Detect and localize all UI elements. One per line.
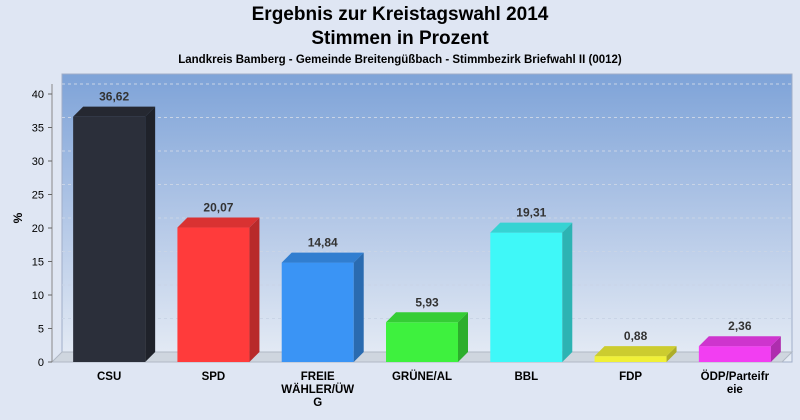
chart-caption: Landkreis Bamberg - Gemeinde Breitengüßb… bbox=[178, 54, 622, 66]
bar-side bbox=[249, 217, 260, 362]
y-tick-label: 15 bbox=[32, 257, 44, 269]
x-tick-label-line: FDP bbox=[619, 371, 642, 383]
bar-top bbox=[73, 106, 156, 117]
bar-top bbox=[281, 252, 364, 263]
y-tick-label: 5 bbox=[38, 324, 44, 336]
bar-front bbox=[281, 262, 354, 362]
bar-5 bbox=[594, 346, 677, 362]
x-tick-label: SPD bbox=[202, 371, 226, 383]
bar-side bbox=[562, 222, 573, 362]
x-tick-label: FDP bbox=[619, 371, 642, 383]
bar-top bbox=[594, 346, 677, 357]
x-tick-label-line: ÖDP/Parteifr bbox=[701, 370, 770, 383]
bar-side bbox=[666, 346, 677, 362]
x-tick-label: FREIE WÄHLER/ÜW G bbox=[281, 371, 354, 409]
bar-0 bbox=[73, 106, 156, 363]
y-tick-label: 40 bbox=[32, 89, 44, 101]
bar-top bbox=[177, 217, 260, 228]
x-tick-label-line: FREIE bbox=[301, 371, 335, 383]
bar-value-label: 5,93 bbox=[415, 295, 439, 309]
bar-side bbox=[353, 252, 364, 362]
x-tick-label-line: BBL bbox=[514, 371, 538, 383]
bar-side bbox=[770, 336, 781, 362]
bar-value-label: 2,36 bbox=[728, 319, 752, 333]
bar-top bbox=[386, 312, 468, 323]
x-tick-label-line: G bbox=[313, 397, 322, 409]
y-tick-label: 20 bbox=[32, 223, 44, 235]
x-tick-label-line: eie bbox=[727, 384, 743, 396]
x-tick-label-line: WÄHLER/ÜW bbox=[281, 383, 354, 396]
x-tick-label: CSU bbox=[97, 371, 121, 383]
bar-value-label: 14,84 bbox=[308, 236, 338, 250]
bar-value-label: 20,07 bbox=[203, 201, 233, 215]
bar-3 bbox=[386, 312, 468, 362]
x-tick-label: GRÜNE/AL bbox=[392, 370, 452, 383]
bar-front bbox=[490, 232, 563, 362]
bar-front bbox=[73, 116, 146, 363]
bar-front bbox=[594, 356, 667, 362]
bar-front bbox=[698, 346, 771, 362]
bar-value-label: 36,62 bbox=[99, 90, 129, 104]
y-tick-label: 10 bbox=[32, 290, 44, 302]
x-tick-label-line: GRÜNE/AL bbox=[392, 370, 452, 383]
bar-top bbox=[490, 222, 573, 233]
x-tick-label: BBL bbox=[514, 371, 538, 383]
bar-4 bbox=[490, 222, 573, 362]
y-tick-label: 0 bbox=[38, 357, 44, 369]
y-tick-label: 30 bbox=[32, 156, 44, 168]
bar-1 bbox=[177, 217, 260, 362]
x-tick-label: ÖDP/Parteifr eie bbox=[701, 370, 770, 396]
y-tick-label: 25 bbox=[32, 190, 44, 202]
bar-2 bbox=[281, 252, 364, 362]
bar-front bbox=[177, 227, 250, 362]
chart-title: Ergebnis zur Kreistagswahl 2014 bbox=[251, 4, 549, 25]
x-tick-label-line: CSU bbox=[97, 371, 121, 383]
y-axis-label: % bbox=[11, 212, 25, 223]
y-tick-label: 35 bbox=[32, 123, 44, 135]
bar-side bbox=[458, 312, 468, 362]
bar-6 bbox=[698, 336, 781, 362]
chart-subtitle: Stimmen in Prozent bbox=[311, 28, 489, 49]
bar-value-label: 19,31 bbox=[516, 206, 546, 220]
bar-value-label: 0,88 bbox=[624, 329, 648, 343]
bar-side bbox=[145, 106, 156, 363]
bar-top bbox=[698, 336, 781, 347]
x-tick-label-line: SPD bbox=[202, 371, 226, 383]
bar-front bbox=[386, 322, 458, 362]
